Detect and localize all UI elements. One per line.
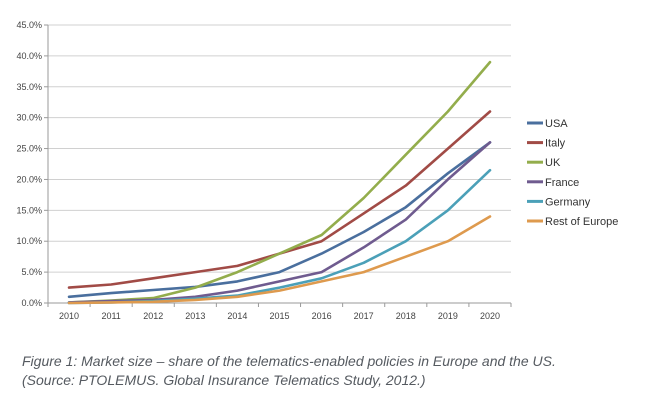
line-chart: 0.0% 5.0% 10.0% 15.0% 20.0% 25.0% 30.0% 35.0% 40… bbox=[16, 20, 618, 321]
y-tick-label: 10.0% bbox=[16, 236, 42, 246]
legend-label-rest-of-europe: Rest of Europe bbox=[545, 216, 618, 228]
y-tick-label: 0.0% bbox=[21, 298, 42, 308]
y-tick-label: 20.0% bbox=[16, 174, 42, 184]
series-line-usa bbox=[67, 141, 492, 299]
y-tick-label: 45.0% bbox=[16, 20, 42, 30]
y-tick-label: 40.0% bbox=[16, 51, 42, 61]
legend-label-france: France bbox=[545, 177, 579, 189]
x-tick-label: 2015 bbox=[269, 311, 289, 321]
x-tick-label: 2016 bbox=[312, 311, 332, 321]
y-tick-label: 30.0% bbox=[16, 113, 42, 123]
x-tick-label: 2020 bbox=[480, 311, 500, 321]
x-tick-label: 2011 bbox=[101, 311, 120, 321]
series-line-uk bbox=[67, 60, 492, 304]
x-tick-label: 2018 bbox=[396, 311, 416, 321]
figure-caption: Figure 1: Market size – share of the tel… bbox=[22, 352, 632, 390]
x-tick-label: 2013 bbox=[185, 311, 205, 321]
y-tick-label: 5.0% bbox=[21, 267, 42, 277]
legend-label-italy: Italy bbox=[545, 138, 566, 150]
x-tick-label: 2010 bbox=[59, 311, 79, 321]
legend-label-usa: USA bbox=[545, 118, 568, 130]
x-tick-label: 2017 bbox=[354, 311, 374, 321]
x-tick-label: 2014 bbox=[227, 311, 247, 321]
x-tick-label: 2012 bbox=[143, 311, 163, 321]
y-tick-label: 25.0% bbox=[16, 144, 42, 154]
legend-label-germany: Germany bbox=[545, 196, 591, 208]
caption-line-1: Figure 1: Market size – share of the tel… bbox=[22, 353, 556, 369]
y-tick-label: 15.0% bbox=[16, 205, 42, 215]
y-tick-label: 35.0% bbox=[16, 82, 42, 92]
caption-line-2: (Source: PTOLEMUS. Global Insurance Tele… bbox=[22, 372, 426, 388]
series-line-rest-of-europe bbox=[67, 215, 492, 305]
chart-area: 0.0% 5.0% 10.0% 15.0% 20.0% 25.0% 30.0% 35.0% 40… bbox=[16, 20, 618, 321]
legend-label-uk: UK bbox=[545, 157, 561, 169]
x-tick-label: 2019 bbox=[438, 311, 458, 321]
